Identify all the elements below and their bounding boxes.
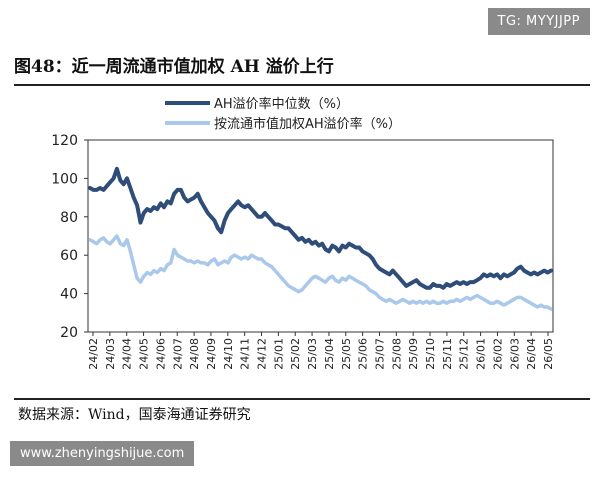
footer-divider [14,398,590,400]
line-chart: AH溢价率中位数（%） 按流通市值加权AH溢价率（%） 20 40 60 80 100 12… [51,96,555,370]
watermark-top: TG: MYYJJPP [487,8,590,35]
x-tick-label: 24/08 [188,338,201,370]
x-tick-label: 25/12 [458,338,471,370]
x-tick-label: 26/02 [491,338,504,370]
x-tick-label: 25/05 [340,338,353,370]
title-divider [14,84,590,86]
x-tick-label: 25/09 [407,338,420,370]
x-tick-label: 25/02 [289,338,302,370]
y-tick-label: 120 [51,133,78,149]
y-tick-label: 20 [60,325,78,341]
y-tick-label: 60 [60,248,78,264]
x-tick-label: 26/05 [542,338,555,370]
x-tick-label: 24/10 [222,338,235,370]
series-group [88,166,553,311]
chart-legend: AH溢价率中位数（%） 按流通市值加权AH溢价率（%） [165,96,401,132]
x-tick-label: 24/12 [256,338,269,370]
x-axis: 24/02 24/03 24/04 24/05 24/06 24/07 24/08 24/09… [87,332,555,370]
x-tick-label: 24/11 [239,338,252,370]
y-tick-label: 100 [51,171,78,187]
x-tick-label: 24/09 [205,338,218,370]
x-tick-label: 25/07 [373,338,386,370]
legend-label: AH溢价率中位数（%） [214,96,349,112]
series-line-weighted [88,234,553,311]
watermark-bottom: www.zhenyingshijue.com [10,441,195,466]
x-tick-label: 24/03 [104,338,117,370]
x-tick-label: 24/02 [87,338,100,370]
legend-label: 按流通市值加权AH溢价率（%） [214,116,401,132]
x-tick-label: 25/10 [424,338,437,370]
x-tick-label: 25/11 [441,338,454,370]
x-tick-label: 24/06 [154,338,167,370]
x-tick-label: 24/04 [121,338,134,370]
x-tick-label: 26/01 [475,338,488,370]
x-tick-label: 24/05 [138,338,151,370]
x-tick-label: 25/03 [306,338,319,370]
x-tick-label: 25/06 [357,338,370,370]
source-note: 数据来源：Wind，国泰海通证券研究 [18,407,251,423]
series-line-ah-median [88,166,553,290]
x-tick-label: 26/03 [508,338,521,370]
plot-area-frame [87,139,554,333]
y-tick-label: 80 [60,210,78,226]
figure-title: 图48：近一周流通市值加权 AH 溢价上行 [14,57,334,77]
y-tick-label: 40 [60,287,78,303]
x-tick-label: 25/08 [390,338,403,370]
x-tick-label: 25/04 [323,338,336,370]
x-tick-label: 26/04 [525,338,538,370]
y-axis: 20 40 60 80 100 120 [51,133,88,341]
x-tick-label: 25/01 [272,338,285,370]
x-tick-label: 24/07 [171,338,184,370]
